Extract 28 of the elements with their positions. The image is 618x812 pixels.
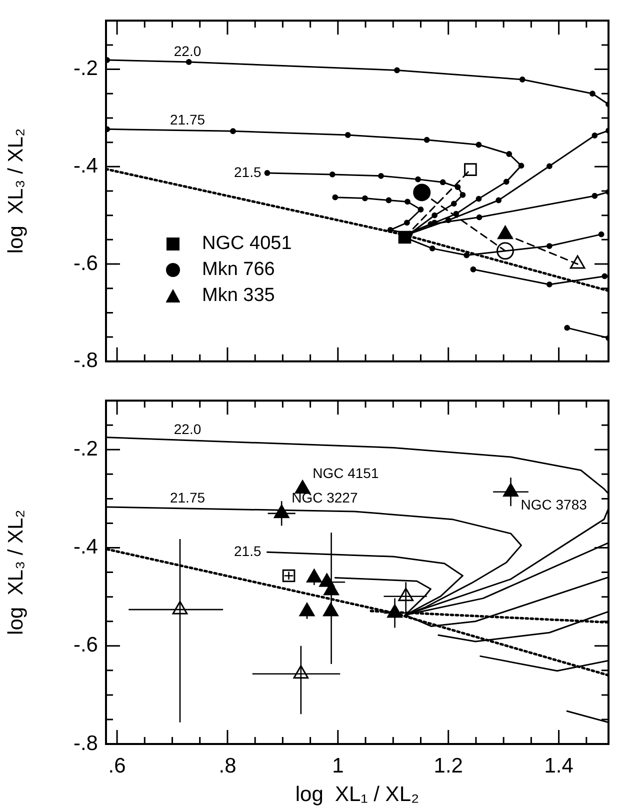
annotation: NGC 4151 <box>312 464 379 481</box>
y-tick-label: -.2 <box>73 437 98 460</box>
x-tick-label: 1 <box>332 754 344 778</box>
x-axis-title: log XL₁ / XL₂ <box>295 783 420 806</box>
y-tick-label: -.6 <box>73 252 98 275</box>
x-tick-label: 1.2 <box>434 754 463 778</box>
x-tick-label: 1.4 <box>544 754 574 778</box>
y-tick-label: -.8 <box>73 732 98 755</box>
series-label: 22.0 <box>174 42 202 59</box>
series-label: 21.75 <box>170 111 206 128</box>
legend-label: NGC 4051 <box>202 232 292 256</box>
y-tick-label: -.2 <box>73 57 98 80</box>
y-tick-label: -.6 <box>73 634 98 657</box>
x-tick-label: .6 <box>108 754 126 778</box>
series-label: 21.75 <box>170 489 206 506</box>
series-label: 21.5 <box>234 543 262 560</box>
legend-label: 22.0 <box>174 421 202 438</box>
legend-label: Mkn 766 <box>202 258 275 282</box>
y-tick-label: -.4 <box>73 536 98 559</box>
series-label: 21.5 <box>234 164 262 180</box>
y-tick-label: -.8 <box>73 349 98 372</box>
y-axis-title: log XL₃ / XL₂ <box>4 510 28 635</box>
annotation: NGC 3227 <box>292 489 358 506</box>
legend-label: Mkn 335 <box>202 284 275 308</box>
y-tick-label: -.4 <box>73 154 98 178</box>
y-axis-title: log XL₃ / XL₂ <box>4 128 28 254</box>
x-tick-label: .8 <box>218 754 236 778</box>
annotation: NGC 3783 <box>520 496 588 513</box>
